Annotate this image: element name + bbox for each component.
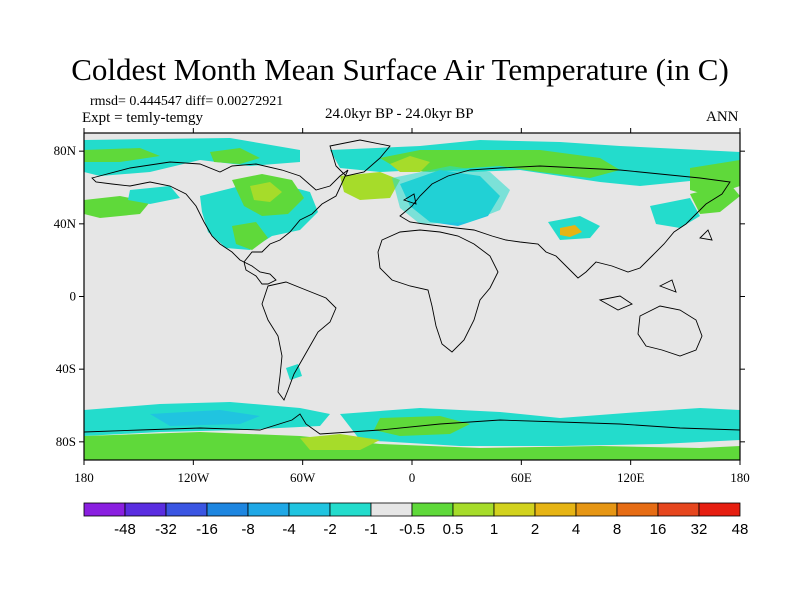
coastline-europe-asia: [399, 165, 731, 279]
arctic-anomaly-patch: [84, 148, 160, 162]
coastline-south-america: [261, 281, 337, 401]
lon-tick-label: 120E: [617, 470, 645, 485]
coastline-islands: [402, 193, 713, 311]
colorbar-swatch: [247, 502, 290, 517]
map-title: Coldest Month Mean Surface Air Temperatu…: [71, 52, 729, 87]
colorbar-label: 32: [691, 521, 708, 538]
lon-tick-label: 180: [730, 470, 750, 485]
colorbar-label: -0.5: [399, 521, 425, 538]
colorbar-label: 48: [732, 521, 749, 538]
southern-ocean-anomaly-patch: [150, 410, 260, 426]
southern-ocean-anomaly-patch: [286, 364, 302, 380]
north-atlantic-anomaly-patch: [340, 172, 400, 200]
period-subtitle: 24.0kyr BP - 24.0kyr BP: [325, 106, 474, 122]
colorbar: -48 -32 -16 -8 -4 -2 -1 -0.5 0.5 1 2 4 8 16 32 48: [83, 502, 749, 538]
colorbar-label: -32: [155, 521, 177, 538]
season-label: ANN: [706, 109, 739, 125]
lat-tick-label: 40N: [54, 216, 77, 231]
lat-tick-label: 80S: [56, 434, 76, 449]
colorbar-swatch: [575, 502, 618, 517]
north-america-anomaly-patch: [128, 186, 180, 204]
map-axis-ticks: 80N 40N 0 40S 80S 180 120W 60W 0 60E 120E 180: [54, 128, 750, 485]
colorbar-label: -16: [196, 521, 218, 538]
lon-tick-label: 180: [74, 470, 94, 485]
colorbar-swatch: [411, 502, 454, 517]
colorbar-swatch: [83, 502, 126, 517]
coastline-north-america: [91, 161, 349, 285]
colorbar-label: -4: [282, 521, 295, 538]
north-america-anomaly-patch: [232, 222, 268, 250]
colorbar-swatch: [657, 502, 700, 517]
colorbar-label: 8: [613, 521, 621, 538]
coastline-antarctica: [84, 413, 740, 435]
lon-tick-label: 60W: [290, 470, 316, 485]
coastline-australia: [637, 305, 703, 357]
southern-ocean-anomaly-patch: [84, 432, 740, 460]
colorbar-swatch: [534, 502, 577, 517]
rmsd-diff-stats: rmsd= 0.444547 diff= 0.00272921: [90, 94, 284, 109]
coastline-greenland: [329, 139, 391, 177]
colorbar-label: 16: [650, 521, 667, 538]
lat-tick-label: 40S: [56, 361, 76, 376]
experiment-label: Expt = temly-temgy: [82, 110, 203, 126]
colorbar-label: -2: [323, 521, 336, 538]
lat-tick-label: 0: [70, 289, 77, 304]
colorbar-swatch: [165, 502, 208, 517]
colorbar-swatch: [288, 502, 331, 517]
colorbar-swatch: [493, 502, 536, 517]
colorbar-label: -48: [114, 521, 136, 538]
colorbar-label: 2: [531, 521, 539, 538]
colorbar-label: 0.5: [443, 521, 464, 538]
arctic-anomaly-patch: [210, 148, 260, 164]
lon-tick-label: 60E: [511, 470, 532, 485]
colorbar-swatch: [206, 502, 249, 517]
colorbar-swatch: [329, 502, 372, 517]
colorbar-swatch: [124, 502, 167, 517]
southern-ocean-anomaly-patch: [300, 434, 380, 450]
colorbar-swatch: [698, 502, 741, 517]
coastlines: [84, 139, 740, 435]
north-america-anomaly-patch: [84, 196, 150, 218]
lon-tick-label: 120W: [177, 470, 210, 485]
colorbar-label: -8: [241, 521, 254, 538]
colorbar-swatch: [616, 502, 659, 517]
colorbar-label: 4: [572, 521, 580, 538]
lat-tick-label: 80N: [54, 143, 77, 158]
lon-tick-label: 0: [409, 470, 416, 485]
north-america-anomaly-patch: [250, 182, 282, 202]
asia-anomaly-patch: [560, 225, 582, 237]
map-area: [84, 133, 740, 460]
asia-anomaly-patch: [690, 184, 740, 214]
asia-anomaly-patch: [650, 198, 700, 228]
colorbar-swatch: [370, 502, 413, 517]
colorbar-swatch: [452, 502, 495, 517]
arctic-anomaly-patch: [390, 156, 430, 172]
coastline-africa: [377, 229, 499, 353]
colorbar-label: -1: [364, 521, 377, 538]
europe-anomaly-patch: [392, 166, 510, 224]
colorbar-label: 1: [490, 521, 498, 538]
